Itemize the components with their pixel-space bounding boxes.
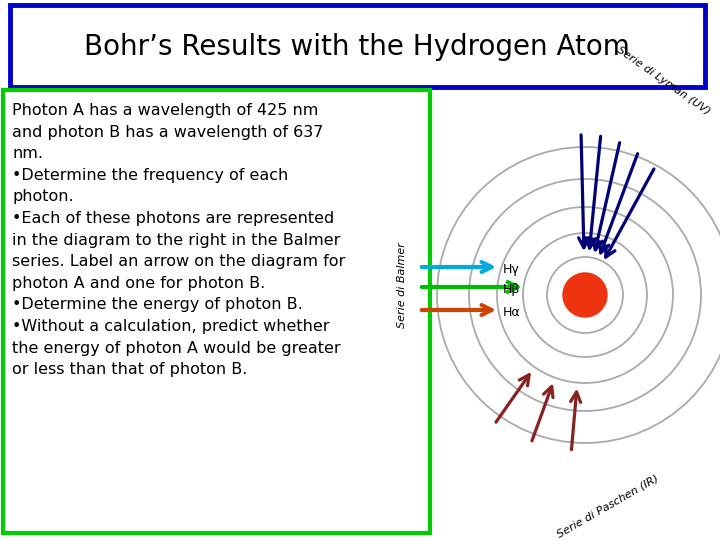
FancyBboxPatch shape xyxy=(10,5,705,87)
Text: Bohr’s Results with the Hydrogen Atom: Bohr’s Results with the Hydrogen Atom xyxy=(84,33,630,61)
Circle shape xyxy=(563,273,607,317)
Text: Hβ: Hβ xyxy=(503,284,521,296)
Text: Serie di Lyman (UV): Serie di Lyman (UV) xyxy=(615,45,712,117)
Text: Hγ: Hγ xyxy=(503,264,520,276)
FancyBboxPatch shape xyxy=(3,90,430,533)
Text: Photon A has a wavelength of 425 nm
and photon B has a wavelength of 637
nm.
•De: Photon A has a wavelength of 425 nm and … xyxy=(12,103,346,377)
Text: Hα: Hα xyxy=(503,307,521,320)
Text: Serie di Paschen (IR): Serie di Paschen (IR) xyxy=(555,473,660,539)
Text: Serie di Balmer: Serie di Balmer xyxy=(397,242,407,328)
